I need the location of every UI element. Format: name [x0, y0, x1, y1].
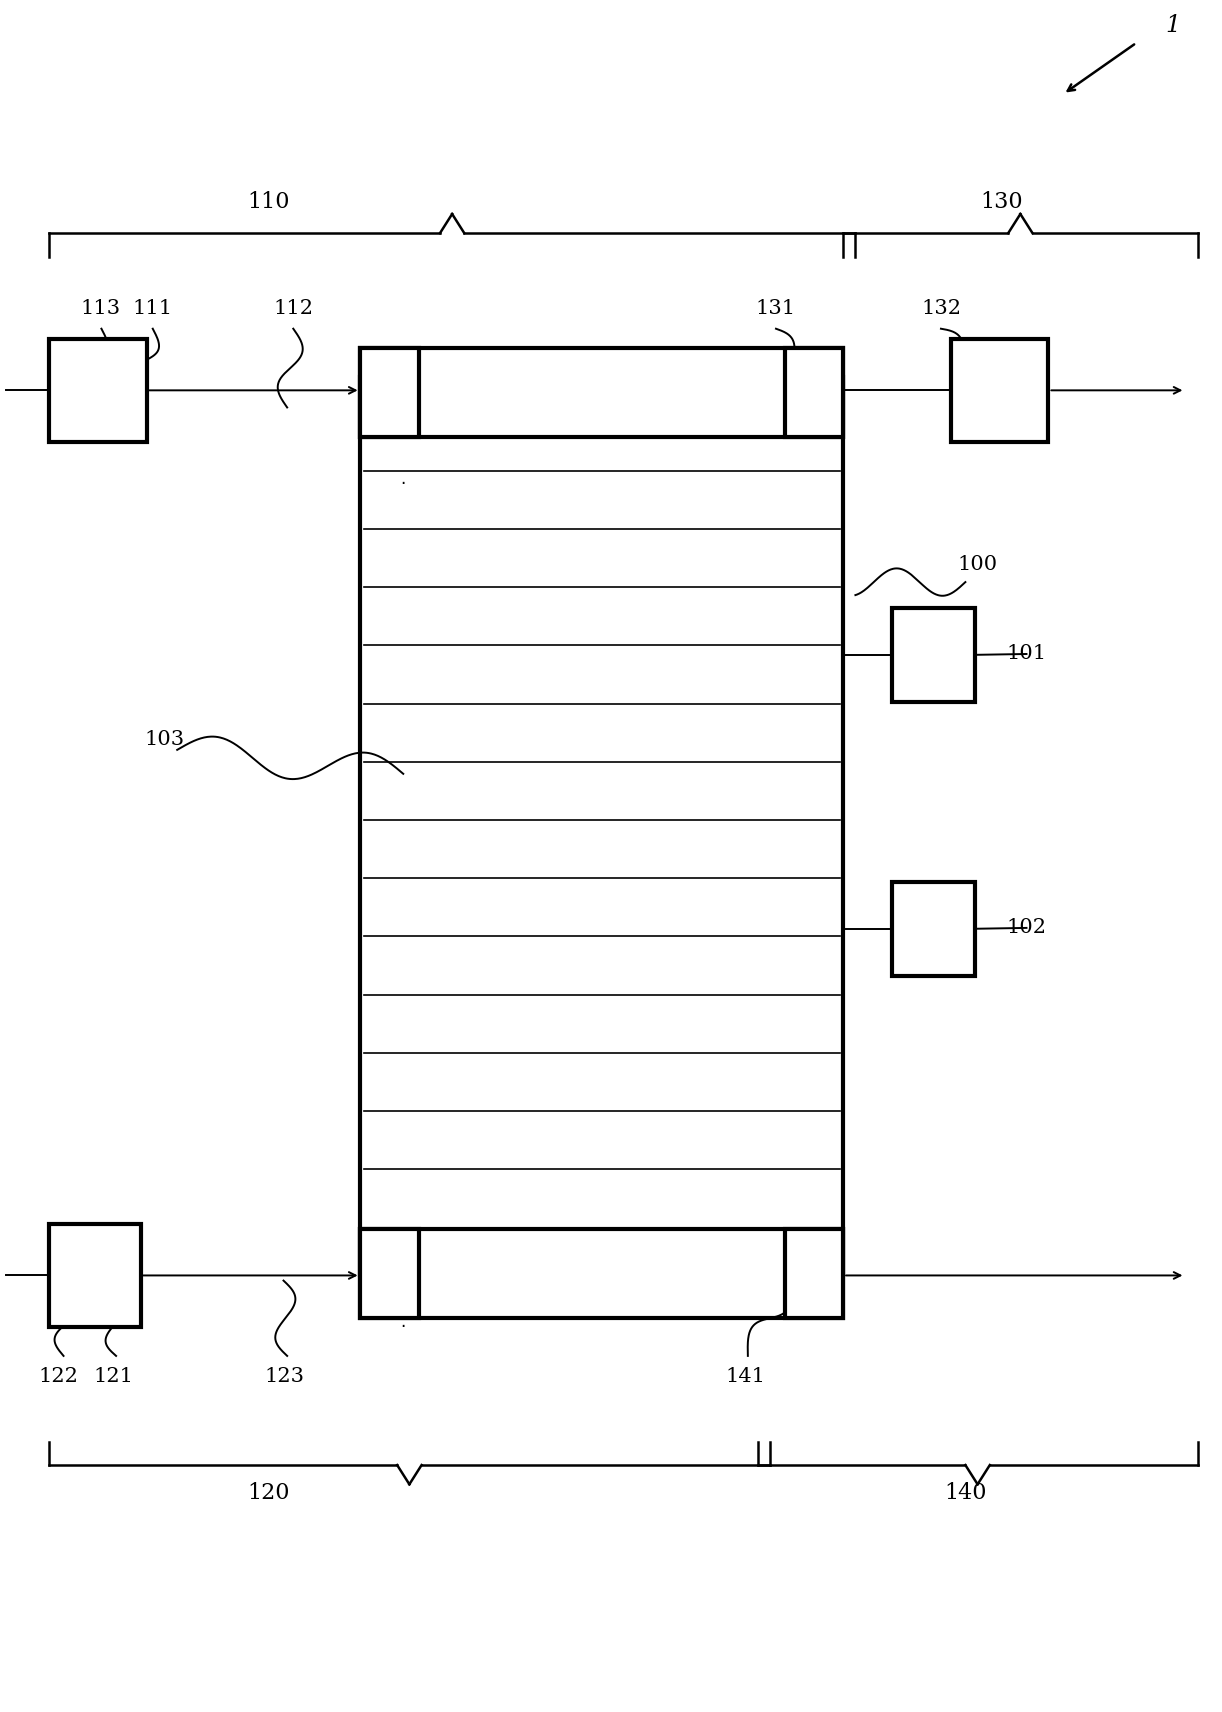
- Text: 141: 141: [726, 1366, 765, 1387]
- Bar: [49, 1224, 141, 1327]
- Bar: [951, 339, 1048, 442]
- Bar: [360, 1229, 843, 1318]
- Bar: [892, 882, 975, 976]
- Bar: [360, 348, 419, 437]
- Bar: [360, 1229, 419, 1318]
- Text: 103: 103: [145, 729, 185, 750]
- Text: 113: 113: [81, 298, 120, 318]
- Text: 100: 100: [958, 555, 997, 575]
- Text: 123: 123: [265, 1366, 304, 1387]
- Text: 1: 1: [1166, 14, 1180, 38]
- Text: 111: 111: [133, 298, 172, 318]
- Bar: [785, 348, 843, 437]
- Text: 140: 140: [945, 1483, 986, 1503]
- Bar: [49, 339, 147, 442]
- Text: 132: 132: [921, 298, 960, 318]
- Text: 112: 112: [274, 298, 313, 318]
- Bar: [785, 1229, 843, 1318]
- Text: 120: 120: [248, 1483, 290, 1503]
- Text: 121: 121: [94, 1366, 133, 1387]
- Bar: [892, 608, 975, 702]
- Text: 131: 131: [756, 298, 796, 318]
- Text: .: .: [401, 471, 406, 488]
- Text: 102: 102: [1007, 918, 1046, 938]
- Bar: [360, 348, 843, 437]
- Text: .: .: [401, 1313, 406, 1330]
- Text: 130: 130: [981, 192, 1023, 212]
- Bar: [360, 377, 843, 1275]
- Text: 110: 110: [248, 192, 290, 212]
- Text: 122: 122: [39, 1366, 78, 1387]
- Text: 101: 101: [1007, 644, 1046, 664]
